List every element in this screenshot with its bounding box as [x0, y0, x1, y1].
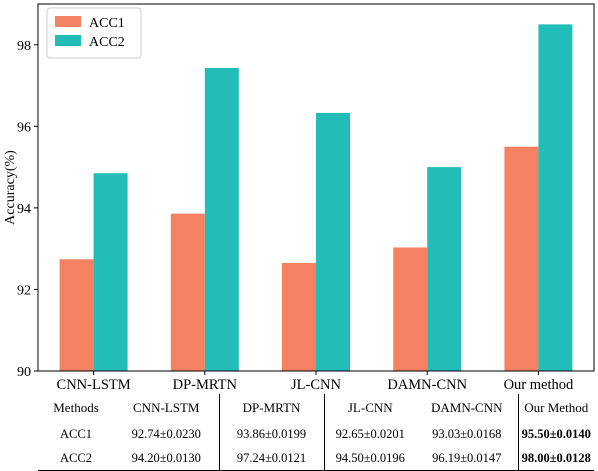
y-tick-label: 90 — [17, 365, 31, 380]
bar-acc1-dp-mrtn — [170, 213, 205, 371]
bar-acc2-cnn-lstm — [93, 173, 128, 371]
y-axis-label: Accuracy(%) — [3, 150, 18, 225]
bar-acc1-damn-cnn — [393, 247, 428, 371]
y-tick-label: 94 — [17, 202, 31, 217]
bars-layer — [59, 24, 573, 372]
table-row-label: ACC2 — [38, 446, 114, 471]
x-tick-label: DP-MRTN — [173, 377, 238, 393]
table-header-our-method: Our Method — [517, 394, 594, 422]
results-table: Methods CNN-LSTM DP-MRTN JL-CNN DAMN-CNN… — [38, 394, 594, 471]
table-cell: 93.86±0.0199 — [218, 422, 324, 446]
table-header-dp-mrtn: DP-MRTN — [218, 394, 324, 422]
table-cell-best: 95.50±0.0140 — [517, 422, 594, 446]
table-row-acc2: ACC2 94.20±0.0130 97.24±0.0121 94.50±0.0… — [38, 446, 594, 471]
legend: ACC1 ACC2 — [46, 7, 142, 59]
table-cell: 94.20±0.0130 — [114, 446, 219, 471]
legend-swatch-acc1 — [55, 16, 81, 27]
x-tick-label: CNN-LSTM — [57, 377, 131, 393]
table-header-methods: Methods — [53, 400, 99, 415]
bar-acc2-jl-cnn — [316, 112, 350, 372]
y-tick-label: 96 — [17, 120, 31, 135]
bar-acc1-jl-cnn — [282, 262, 316, 371]
x-tick-label: JL-CNN — [291, 377, 341, 393]
table-header-row: Methods CNN-LSTM DP-MRTN JL-CNN DAMN-CNN… — [38, 394, 594, 422]
legend-label-acc2: ACC2 — [89, 35, 125, 50]
table-cell: 96.19±0.0147 — [416, 446, 518, 471]
axes-layer: 90 92 94 96 98 CNN-LSTM DP-MRTN JL-CNN DAMN-CNN O… — [3, 3, 595, 393]
bar-acc1-our-method — [504, 146, 539, 371]
legend-swatch-acc2 — [55, 35, 81, 46]
y-tick-label: 92 — [17, 283, 31, 298]
table-cell: 92.74±0.0230 — [131, 426, 201, 441]
bar-acc2-our-method — [538, 24, 573, 372]
table-header-damn-cnn: DAMN-CNN — [431, 400, 503, 415]
accuracy-bar-chart: 90 92 94 96 98 CNN-LSTM DP-MRTN JL-CNN DAMN-CNN O… — [3, 3, 595, 393]
table-cell: 94.50±0.0196 — [323, 446, 416, 471]
table-header-cnn-lstm: CNN-LSTM — [133, 400, 200, 415]
table-row-acc1: ACC1 92.74±0.0230 93.86±0.0199 92.65±0.0… — [38, 422, 594, 446]
table-cell: 97.24±0.0121 — [218, 446, 324, 471]
x-tick-label: Our method — [504, 377, 574, 393]
bar-acc2-damn-cnn — [427, 167, 462, 371]
table-header-jl-cnn: JL-CNN — [323, 394, 416, 422]
x-tick-label: DAMN-CNN — [387, 377, 467, 393]
table-cell-best: 98.00±0.0128 — [517, 446, 594, 471]
table-cell: 93.03±0.0168 — [432, 426, 502, 441]
legend-label-acc1: ACC1 — [89, 16, 125, 31]
table-cell: 92.65±0.0201 — [323, 422, 416, 446]
bar-acc1-cnn-lstm — [59, 259, 94, 371]
bar-acc2-dp-mrtn — [204, 68, 239, 371]
table-row-label: ACC1 — [60, 426, 92, 441]
y-tick-label: 98 — [17, 39, 31, 54]
